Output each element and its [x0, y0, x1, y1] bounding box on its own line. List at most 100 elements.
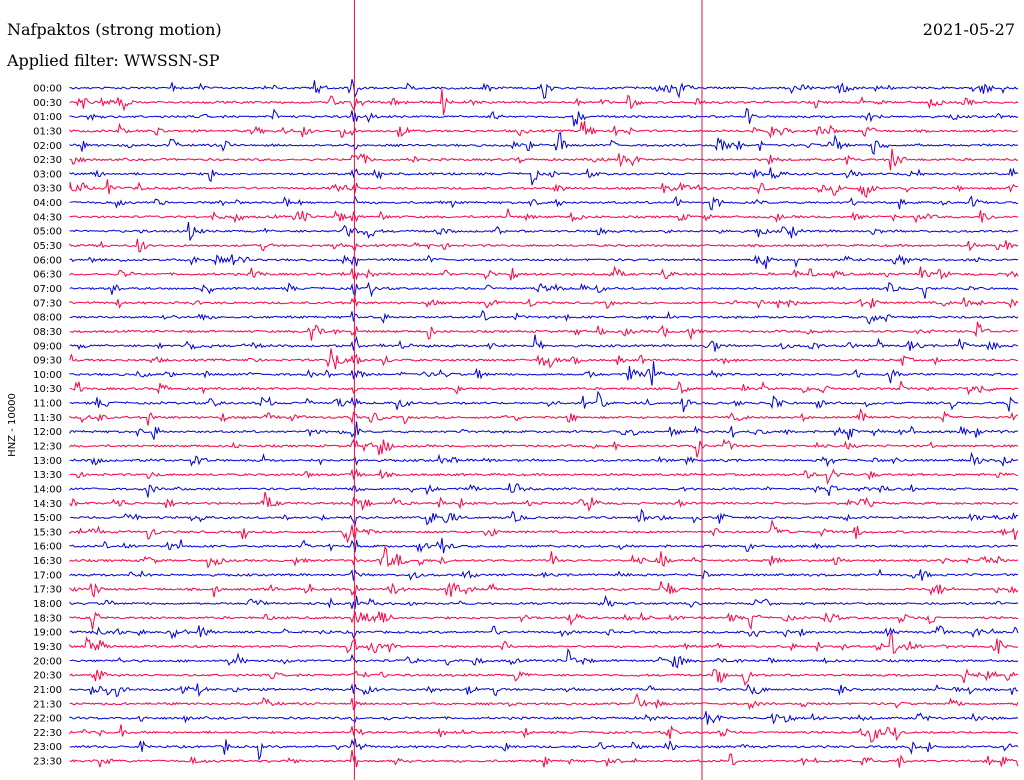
date-label: 2021-05-27 [922, 20, 1015, 39]
row-time-label: 15:30 [33, 527, 62, 538]
row-time-label: 20:00 [33, 656, 62, 667]
trace-row [69, 738, 1019, 762]
row-time-label: 22:30 [33, 728, 62, 739]
row-time-label: 01:30 [33, 126, 62, 137]
trace-row [69, 625, 1019, 640]
row-time-label: 19:30 [33, 642, 62, 653]
row-time-label: 12:00 [33, 427, 62, 438]
row-time-label: 04:00 [33, 198, 62, 209]
trace-row [69, 179, 1019, 198]
row-time-label: 16:00 [33, 542, 62, 553]
row-time-label: 10:00 [33, 370, 62, 381]
trace-row [69, 281, 1019, 299]
trace-row [69, 468, 1019, 485]
trace-row [69, 611, 1019, 631]
y-axis-label: HNZ - 10000 [7, 393, 18, 457]
trace-row [69, 421, 1019, 440]
row-time-label: 14:00 [33, 484, 62, 495]
trace-row [69, 265, 1019, 281]
row-time-label: 05:00 [33, 227, 62, 238]
markers-group [353, 0, 703, 780]
trace-row [69, 148, 1019, 171]
row-time-label: 01:00 [33, 112, 62, 123]
row-time-label: 08:30 [33, 327, 62, 338]
trace-row [69, 120, 1019, 139]
trace-row [69, 491, 1019, 513]
trace-row [69, 222, 1019, 241]
station-title: Nafpaktos (strong motion) [7, 20, 222, 39]
trace-row [69, 195, 1019, 211]
row-time-label: 09:00 [33, 341, 62, 352]
row-time-label: 11:30 [33, 413, 62, 424]
trace-row [69, 581, 1019, 598]
row-time-label: 11:00 [33, 399, 62, 410]
trace-row [69, 238, 1019, 253]
trace-row [69, 711, 1019, 725]
trace-row [69, 295, 1019, 310]
trace-row [69, 483, 1019, 498]
trace-row [69, 438, 1019, 458]
row-time-label: 00:30 [33, 98, 62, 109]
trace-row [69, 508, 1018, 527]
traces-group [69, 79, 1019, 768]
row-time-label: 10:30 [33, 384, 62, 395]
trace-row [69, 632, 1019, 654]
row-time-label: 04:30 [33, 212, 62, 223]
trace-row [69, 361, 1019, 386]
trace-row [69, 683, 1018, 698]
filter-label: Applied filter: WWSSN-SP [7, 51, 220, 70]
trace-row [69, 253, 1019, 270]
trace-row [69, 321, 1019, 341]
row-time-label: 23:30 [33, 757, 62, 768]
trace-row [69, 132, 1019, 155]
row-time-label: 03:30 [33, 184, 62, 195]
row-time-label: 07:30 [33, 298, 62, 309]
row-time-label: 06:00 [33, 255, 62, 266]
row-time-label: 06:30 [33, 270, 62, 281]
row-time-label: 22:00 [33, 714, 62, 725]
row-time-label: 20:30 [33, 671, 62, 682]
row-time-label: 21:00 [33, 685, 62, 696]
row-time-label: 15:00 [33, 513, 62, 524]
trace-row [69, 594, 1019, 609]
trace-row [69, 546, 1019, 569]
row-time-label: 14:30 [33, 499, 62, 510]
row-time-label: 21:30 [33, 699, 62, 710]
trace-row [69, 309, 1019, 325]
trace-row [69, 648, 1019, 669]
row-time-label: 02:00 [33, 141, 62, 152]
trace-row [69, 451, 1019, 468]
row-time-label: 16:30 [33, 556, 62, 567]
row-time-label: 13:30 [33, 470, 62, 481]
trace-row [69, 408, 1019, 426]
trace-row [69, 668, 1019, 687]
row-time-label: 08:00 [33, 313, 62, 324]
row-time-label: 23:00 [33, 742, 62, 753]
trace-row [69, 724, 1019, 743]
trace-row [69, 107, 1019, 127]
trace-row [69, 537, 1019, 554]
trace-row [69, 380, 1019, 396]
trace-row [69, 692, 1019, 711]
trace-row [69, 79, 1019, 100]
row-time-label: 02:30 [33, 155, 62, 166]
row-time-label: 12:30 [33, 442, 62, 453]
trace-row [69, 348, 1019, 370]
row-time-label: 07:00 [33, 284, 62, 295]
trace-row [69, 568, 1019, 581]
trace-row [69, 749, 1019, 768]
row-time-label: 19:00 [33, 628, 62, 639]
trace-row [69, 89, 1019, 116]
row-time-label: 17:00 [33, 570, 62, 581]
trace-row [69, 518, 1019, 543]
trace-row [69, 167, 1019, 186]
trace-row [69, 390, 1019, 413]
row-labels-group: 00:00 00:30 01:00 01:30 02:00 02:30 03:00 03:30… [33, 84, 62, 768]
trace-row [69, 208, 1019, 224]
row-time-label: 03:00 [33, 169, 62, 180]
row-time-label: 17:30 [33, 585, 62, 596]
row-time-label: 09:30 [33, 356, 62, 367]
trace-row [69, 334, 1019, 352]
row-time-label: 00:00 [33, 84, 62, 95]
